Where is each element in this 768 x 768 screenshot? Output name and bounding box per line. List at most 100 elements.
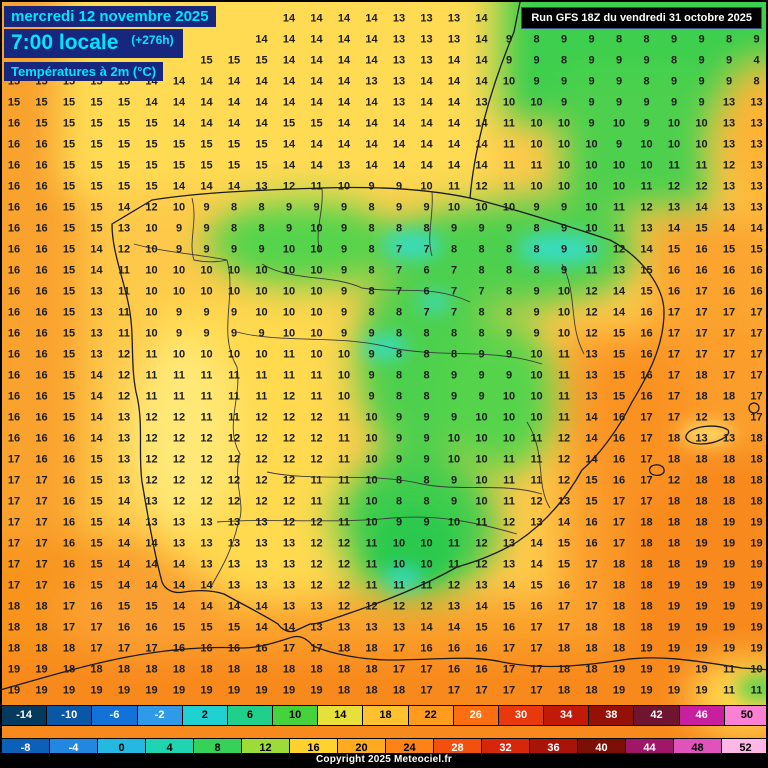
temp-value: 14 xyxy=(337,75,351,88)
temp-value: 13 xyxy=(145,495,158,508)
temp-value: 11 xyxy=(173,390,185,403)
temp-value: 9 xyxy=(505,222,513,235)
temp-value: 15 xyxy=(145,600,158,613)
temp-value: 19 xyxy=(667,684,681,697)
temp-value: 14 xyxy=(90,390,103,403)
temp-value: 14 xyxy=(255,621,268,634)
temp-value: 10 xyxy=(310,306,323,319)
temp-value: 16 xyxy=(7,222,21,235)
temp-value: 16 xyxy=(7,180,21,193)
temp-value: 15 xyxy=(227,54,241,67)
temp-value: 10 xyxy=(172,201,186,214)
temp-value: 10 xyxy=(502,96,516,109)
temp-value: 8 xyxy=(643,75,650,88)
temp-value: 19 xyxy=(722,579,736,592)
temp-value: 17 xyxy=(640,432,653,445)
temp-value: 11 xyxy=(503,474,515,487)
temp-value: 18 xyxy=(282,663,296,676)
scale-segment: 2 xyxy=(182,706,228,725)
temp-value: 13 xyxy=(392,33,406,46)
temp-value: 11 xyxy=(255,390,268,403)
temp-value: 15 xyxy=(172,621,186,634)
temp-value: 14 xyxy=(90,369,103,382)
temp-value: 14 xyxy=(227,96,241,109)
temp-value: 19 xyxy=(612,663,626,676)
temp-value: 13 xyxy=(172,516,186,529)
temp-value: 18 xyxy=(200,663,213,676)
temp-value: 14 xyxy=(117,201,131,214)
temp-value: 12 xyxy=(282,390,296,403)
temp-value: 8 xyxy=(368,201,375,214)
temp-value: 9 xyxy=(203,222,210,235)
temp-value: 16 xyxy=(7,432,21,445)
temp-value: 15 xyxy=(310,117,323,130)
temp-value: 17 xyxy=(420,684,433,697)
temp-value: 11 xyxy=(750,684,763,697)
temp-value: 13 xyxy=(365,75,378,88)
temp-value: 15 xyxy=(117,180,131,193)
temp-value: 9 xyxy=(285,222,293,235)
temp-value: 9 xyxy=(505,327,513,340)
temp-value: 7 xyxy=(423,243,430,256)
temp-value: 17 xyxy=(7,495,21,508)
temp-value: 14 xyxy=(337,54,351,67)
temp-value: 13 xyxy=(750,180,763,193)
temp-value: 14 xyxy=(392,138,406,151)
scale-segment: 6 xyxy=(227,706,274,725)
temp-value: 14 xyxy=(255,75,268,88)
temp-value: 9 xyxy=(395,201,403,214)
temp-value: 16 xyxy=(7,285,21,298)
temp-value: 15 xyxy=(62,411,76,424)
temp-value: 14 xyxy=(310,12,323,25)
temp-value: 17 xyxy=(667,327,681,340)
temp-value: 11 xyxy=(118,285,130,298)
temp-value: 15 xyxy=(612,348,626,361)
temp-value: 11 xyxy=(145,348,158,361)
temp-value: 8 xyxy=(533,33,540,46)
temp-value: 9 xyxy=(725,54,733,67)
temp-value: 14 xyxy=(420,117,433,130)
temp-value: 19 xyxy=(255,684,268,697)
temp-value: 8 xyxy=(423,474,430,487)
temp-value: 9 xyxy=(505,348,513,361)
temp-value: 15 xyxy=(227,159,241,172)
temp-value: 16 xyxy=(640,348,653,361)
temp-value: 14 xyxy=(530,558,543,571)
temp-value: 14 xyxy=(255,600,268,613)
forecast-offset: (+276h) xyxy=(131,33,174,47)
temp-value: 13 xyxy=(750,138,763,151)
temp-value: 19 xyxy=(667,579,681,592)
temp-value: 16 xyxy=(585,516,598,529)
temp-value: 10 xyxy=(392,558,406,571)
temp-value: 14 xyxy=(172,180,186,193)
temp-value: 19 xyxy=(35,663,48,676)
temp-value: 19 xyxy=(750,537,763,550)
temp-value: 10 xyxy=(502,75,516,88)
temp-value: 16 xyxy=(612,432,626,445)
temp-value: 13 xyxy=(530,516,543,529)
temp-value: 15 xyxy=(695,222,708,235)
temp-value: 9 xyxy=(533,75,540,88)
temp-value: 8 xyxy=(368,222,375,235)
temp-value: 14 xyxy=(502,579,516,592)
temp-value: 18 xyxy=(612,621,626,634)
temp-value: 11 xyxy=(283,369,295,382)
temp-value: 13 xyxy=(447,33,461,46)
temp-value: 12 xyxy=(145,474,158,487)
temp-value: 11 xyxy=(503,117,515,130)
temp-value: 15 xyxy=(62,75,76,88)
temp-value: 8 xyxy=(725,33,733,46)
temp-value: 8 xyxy=(395,474,403,487)
temp-value: 9 xyxy=(725,75,733,88)
temp-value: 11 xyxy=(613,201,625,214)
temp-value: 11 xyxy=(475,516,488,529)
temp-value: 9 xyxy=(478,390,485,403)
temp-value: 9 xyxy=(478,222,485,235)
temp-value: 10 xyxy=(585,243,598,256)
temp-value: 16 xyxy=(35,411,48,424)
temp-value: 15 xyxy=(90,495,103,508)
temp-value: 8 xyxy=(505,306,513,319)
temp-value: 10 xyxy=(447,453,461,466)
temp-value: 19 xyxy=(7,684,21,697)
temp-value: 17 xyxy=(585,600,598,613)
